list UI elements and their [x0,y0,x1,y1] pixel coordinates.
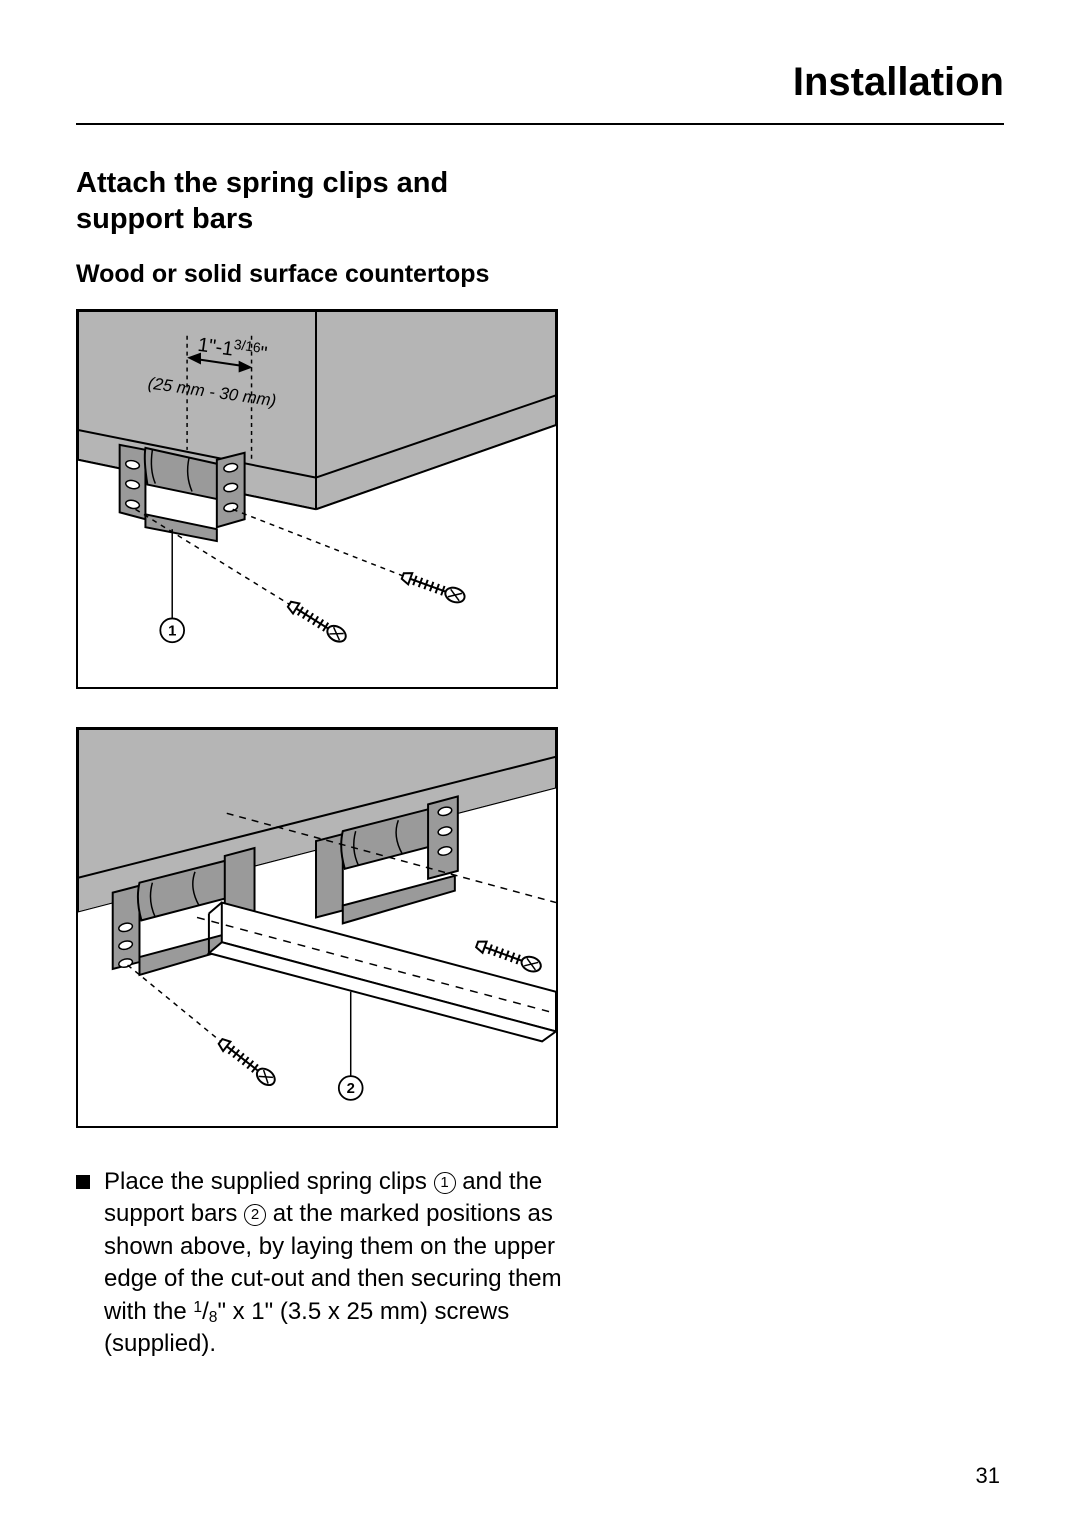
page-header-title: Installation [76,60,1004,105]
page-number: 31 [976,1463,1000,1489]
bullet-icon [76,1175,90,1189]
figure-spring-clip-svg: 1"-13/16" (25 mm - 30 mm) [78,311,556,688]
page: Installation Attach the spring clips and… [0,0,1080,1529]
circled-2: 2 [244,1204,266,1226]
figure-support-bar: 2 [76,727,558,1128]
header-rule [76,123,1004,125]
callout-1: 1 [168,623,176,639]
circled-1: 1 [434,1172,456,1194]
figure-spring-clip: 1"-13/16" (25 mm - 30 mm) [76,309,558,690]
figure-support-bar-svg: 2 [78,729,556,1126]
section-heading: Attach the spring clips and support bars [76,165,516,238]
callout-2: 2 [347,1081,355,1097]
instruction-paragraph: Place the supplied spring clips 1 and th… [76,1166,576,1360]
section-subheading: Wood or solid surface countertops [76,260,1004,289]
instruction-text: Place the supplied spring clips 1 and th… [104,1166,576,1360]
